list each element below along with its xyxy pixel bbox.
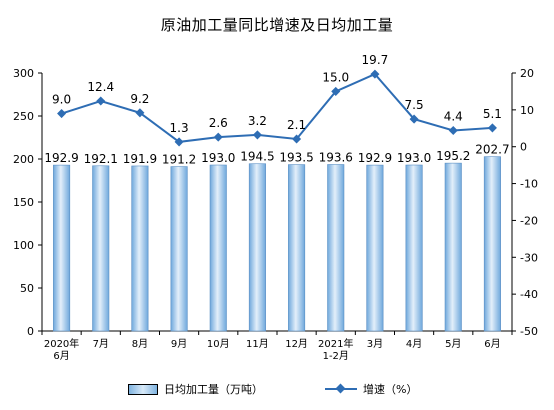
growth-value-label: 9.0 [52,93,71,107]
growth-value-label: 2.1 [287,118,306,132]
y-right-tick-label: -10 [520,178,538,191]
growth-value-label: 3.2 [248,114,267,128]
growth-point [96,96,106,106]
growth-value-label: 4.4 [444,109,463,123]
y-right-tick-label: -30 [520,251,538,264]
x-tick-label: 6月 [484,338,500,350]
bar-value-label: 193.0 [201,151,235,165]
bar [327,164,345,332]
y-right-tick-label: 0 [520,141,527,154]
x-tick-label: 2021年 [318,337,353,350]
x-tick-label: 4月 [406,338,422,350]
growth-point [252,130,262,140]
y-left-tick-label: 150 [13,196,34,209]
legend: 日均加工量（万吨） 增速（%） [0,381,554,401]
growth-line [61,72,493,143]
growth-value-label: 1.3 [170,121,189,135]
bar-value-label: 193.0 [397,151,431,165]
x-tick-label: 5月 [445,338,461,350]
x-tick-label: 1-2月 [323,350,349,362]
y-left-tick-label: 0 [27,325,34,338]
bar [209,164,227,332]
growth-value-label: 9.2 [130,92,149,106]
bar [483,156,501,332]
x-tick-label: 3月 [367,338,383,350]
bar-value-label: 195.2 [436,149,470,163]
growth-value-label: 19.7 [362,53,389,67]
y-right-tick-label: -40 [520,288,538,301]
legend-bar-label: 日均加工量（万吨） [164,383,263,396]
bar [444,162,462,332]
y-left-tick-label: 300 [13,67,34,80]
x-tick-label: 10月 [207,338,230,350]
legend-line-label: 增速（%） [363,383,418,396]
combo-chart: 050100150200250300-50-40-30-20-100102020… [13,53,538,362]
y-right-tick-label: 10 [520,104,534,117]
bar-value-label: 194.5 [240,150,274,164]
legend-item-line: 增速（%） [325,381,417,397]
growth-value-label: 15.0 [322,70,349,84]
bar [248,163,266,332]
bar-value-label: 191.2 [162,153,196,167]
bar [288,164,306,332]
y-right-tick-label: 20 [520,67,534,80]
x-tick-label: 2020年 [44,337,79,350]
y-right-tick-label: -50 [520,325,538,338]
bar-value-label: 192.9 [44,151,78,165]
growth-value-label: 12.4 [87,80,114,94]
y-left-tick-label: 200 [13,153,34,166]
bar [53,164,71,332]
bar-value-label: 192.9 [358,151,392,165]
bar-value-label: 193.6 [319,151,353,165]
growth-value-label: 2.6 [209,116,228,130]
bar [366,164,384,332]
growth-point [57,109,67,119]
x-tick-label: 6月 [53,350,69,362]
bar [405,164,423,332]
y-left-tick-label: 50 [20,282,34,295]
growth-point [213,132,223,142]
growth-value-label: 7.5 [405,98,424,112]
bar [92,165,110,332]
growth-point [174,137,184,147]
growth-point [487,123,497,133]
legend-item-bar: 日均加工量（万吨） [128,381,263,397]
y-left-tick-label: 250 [13,110,34,123]
x-tick-label: 8月 [132,338,148,350]
growth-value-label: 5.1 [483,107,502,121]
growth-point [448,125,458,136]
legend-bar-swatch [128,383,158,395]
bar-value-label: 192.1 [84,152,118,166]
y-left-tick-label: 100 [13,239,34,252]
chart-title: 原油加工量同比增速及日均加工量 [160,16,394,34]
bar [131,165,149,332]
growth-point [370,69,380,79]
bar-value-label: 191.9 [123,152,157,166]
x-tick-label: 11月 [246,338,269,350]
bar-value-label: 193.5 [279,151,313,165]
bar [170,166,188,332]
x-tick-label: 9月 [171,338,187,350]
legend-line-swatch [325,383,357,394]
growth-point [409,114,419,124]
bar-value-label: 202.7 [475,143,509,157]
x-tick-label: 7月 [93,338,109,350]
y-right-tick-label: -20 [520,214,538,227]
x-tick-label: 12月 [285,338,308,350]
